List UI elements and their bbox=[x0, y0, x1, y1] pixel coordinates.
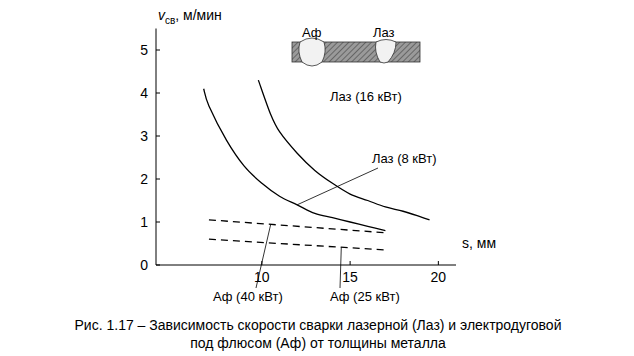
series-line bbox=[204, 89, 386, 231]
x-tick-label: 15 bbox=[342, 269, 358, 285]
y-tick-label: 1 bbox=[140, 214, 148, 230]
laser-weld bbox=[376, 40, 397, 64]
y-tick-label: 3 bbox=[140, 128, 148, 144]
y-label-unit: , м/мин bbox=[175, 7, 221, 23]
x-axis bbox=[156, 265, 456, 266]
caption: под флюсом (Аф) от толщины металла bbox=[190, 335, 446, 351]
y-tick bbox=[156, 50, 160, 51]
inset-label: Аф bbox=[302, 25, 322, 40]
y-tick bbox=[156, 93, 160, 94]
x-tick bbox=[438, 261, 439, 265]
y-tick-label: 2 bbox=[140, 171, 148, 187]
leader-line bbox=[297, 168, 378, 205]
y-tick-label: 5 bbox=[140, 42, 148, 58]
y-tick bbox=[156, 222, 160, 223]
inset-label: Лаз bbox=[373, 25, 395, 40]
caption: Рис. 1.17 – Зависимость скорости сварки … bbox=[75, 317, 562, 333]
series-label: Аф (25 кВт) bbox=[330, 289, 400, 304]
x-tick bbox=[350, 261, 351, 265]
af-weld bbox=[299, 38, 325, 66]
leader-line bbox=[256, 224, 271, 288]
series-line bbox=[209, 239, 385, 250]
y-label-subscript: св bbox=[165, 15, 175, 26]
chart: 0 1 2 3 4 5 10 15 20 vсв, м/мин s, мм Аф Лаз Лаз (16 … bbox=[0, 0, 634, 356]
x-axis-label: s, мм bbox=[462, 235, 496, 251]
series-label: Аф (40 кВт) bbox=[213, 289, 283, 304]
y-tick bbox=[156, 136, 160, 137]
leader-line bbox=[340, 247, 341, 288]
y-tick bbox=[156, 179, 160, 180]
y-axis-label: vсв, м/мин bbox=[158, 7, 222, 26]
y-tick-label: 4 bbox=[140, 85, 148, 101]
x-tick-label: 10 bbox=[254, 269, 270, 285]
y-axis bbox=[156, 29, 157, 266]
y-tick-label: 0 bbox=[140, 257, 148, 273]
series-label: Лаз (16 кВт) bbox=[330, 89, 402, 104]
weld-inset: Аф Лаз bbox=[292, 25, 420, 66]
series-line bbox=[209, 220, 385, 233]
x-tick-label: 20 bbox=[431, 269, 447, 285]
series-label: Лаз (8 кВт) bbox=[372, 151, 437, 166]
y-tick bbox=[156, 265, 160, 266]
